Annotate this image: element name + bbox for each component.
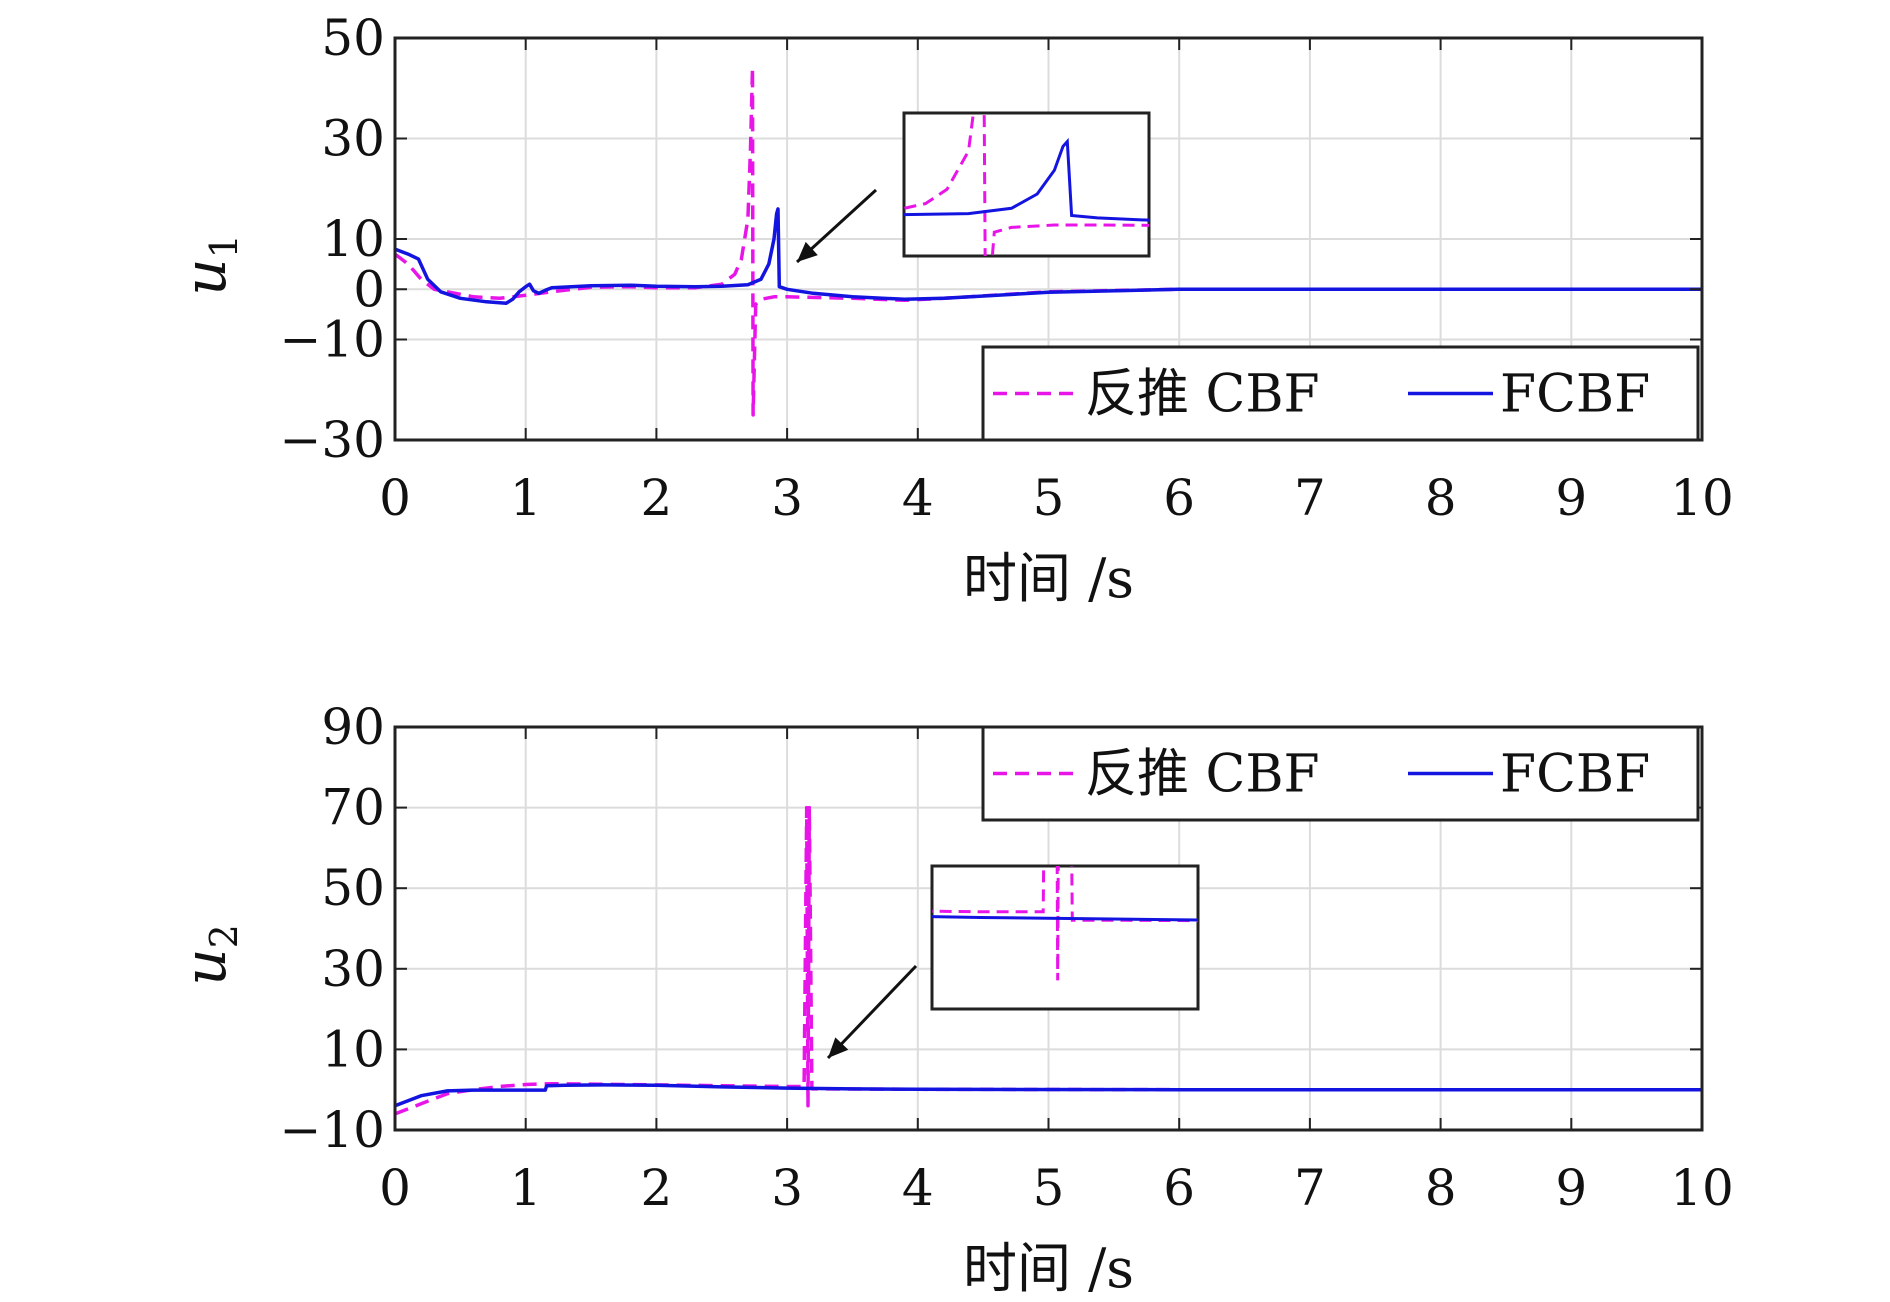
inset-arrow-head (828, 1037, 849, 1058)
legend-label: 反推 CBF (1085, 365, 1320, 425)
y-axis-label-symbol: u (171, 948, 239, 985)
legend-label: FCBF (1500, 365, 1650, 425)
inset-arrow (826, 964, 918, 1060)
x-tick-label: 0 (379, 1159, 411, 1217)
y-tick-label: −30 (279, 411, 385, 469)
x-tick-label: 4 (902, 1159, 934, 1217)
zoom-inset (930, 864, 1200, 1011)
legend: 反推 CBF FCBF (981, 345, 1700, 442)
y-axis-label-symbol: u (171, 258, 239, 295)
legend: 反推 CBF FCBF (981, 725, 1700, 822)
legend-box (981, 725, 1700, 822)
y-tick-label: 90 (321, 698, 385, 756)
x-tick-label: 2 (640, 469, 672, 527)
inset-series-line (932, 866, 1198, 981)
y-tick-label: 50 (321, 9, 385, 67)
y-tick-label: 30 (321, 110, 385, 168)
x-tick-label: 0 (379, 469, 411, 527)
x-tick-label: 4 (902, 469, 934, 527)
x-axis-label: 时间 /s (963, 1237, 1134, 1300)
x-tick-label: 7 (1294, 1159, 1326, 1217)
x-tick-label: 8 (1425, 1159, 1457, 1217)
y-tick-label: 50 (321, 859, 385, 917)
x-tick-label: 1 (510, 469, 542, 527)
x-tick-label: 8 (1425, 469, 1457, 527)
y-axis-label-subscript: 1 (202, 234, 246, 258)
legend-label: FCBF (1500, 745, 1650, 805)
y-tick-label: 10 (321, 1020, 385, 1078)
x-axis-label: 时间 /s (963, 547, 1134, 610)
y-tick-label: −10 (279, 311, 385, 369)
y-tick-label: −10 (279, 1101, 385, 1159)
zoom-inset (902, 111, 1151, 258)
inset-box (930, 864, 1200, 1011)
y-axis-label: u1 (171, 234, 246, 296)
x-tick-label: 6 (1163, 1159, 1195, 1217)
y-tick-label: 30 (321, 940, 385, 998)
x-tick-label: 5 (1033, 469, 1065, 527)
x-tick-label: 6 (1163, 469, 1195, 527)
x-tick-label: 10 (1670, 1159, 1734, 1217)
y-axis-label: u2 (171, 924, 246, 986)
y-axis-label-subscript: 2 (202, 924, 246, 948)
x-tick-label: 5 (1033, 1159, 1065, 1217)
series-line-backstepping-cbf (395, 66, 1702, 417)
inset-arrow-head (797, 241, 818, 262)
legend-box (981, 345, 1700, 442)
y-tick-label: 70 (321, 779, 385, 837)
x-tick-label: 3 (771, 469, 803, 527)
x-tick-label: 1 (510, 1159, 542, 1217)
legend-label: 反推 CBF (1085, 745, 1320, 805)
series-line-fcbf (395, 1083, 1702, 1108)
x-tick-label: 2 (640, 1159, 672, 1217)
x-tick-label: 3 (771, 1159, 803, 1217)
x-tick-label: 9 (1555, 469, 1587, 527)
inset-box (902, 111, 1151, 258)
y-tick-label: 0 (353, 260, 385, 318)
x-tick-label: 10 (1670, 469, 1734, 527)
y-tick-label: 10 (321, 210, 385, 268)
x-tick-label: 9 (1555, 1159, 1587, 1217)
x-tick-label: 7 (1294, 469, 1326, 527)
series-line-fcbf (395, 207, 1702, 306)
